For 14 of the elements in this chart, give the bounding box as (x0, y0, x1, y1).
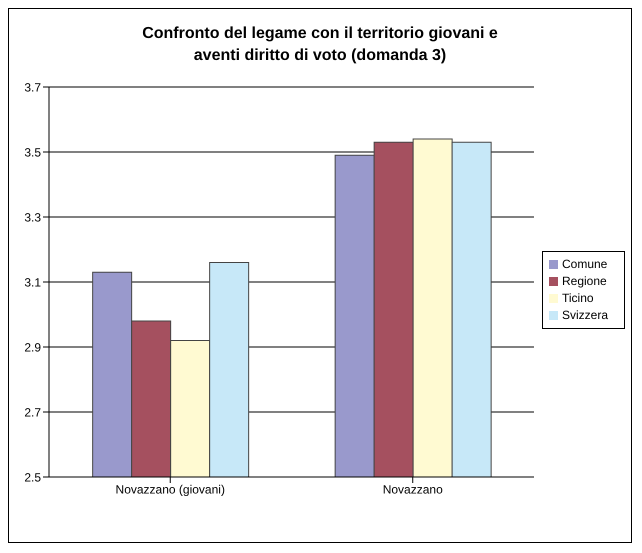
y-tick-label: 2.9 (24, 340, 42, 354)
legend-label: Svizzera (562, 308, 608, 322)
x-tick-label: Novazzano (giovani) (116, 482, 225, 497)
chart-title: Confronto del legame con il territorio giovani e aventi diritto di voto (domanda 3) (141, 24, 499, 66)
y-tick-label: 3.3 (24, 210, 42, 224)
legend-label: Regione (562, 274, 607, 288)
legend-label: Comune (562, 256, 608, 270)
y-tick-label: 3.7 (24, 80, 42, 94)
legend-label: Ticino (562, 290, 594, 304)
y-tick-label: 3.1 (24, 275, 42, 290)
x-tick-label: Novazzano (382, 482, 444, 497)
y-tick-label: 2.7 (24, 405, 42, 420)
y-tick-label: 3.5 (24, 145, 42, 160)
y-tick-label: 2.5 (24, 470, 42, 484)
